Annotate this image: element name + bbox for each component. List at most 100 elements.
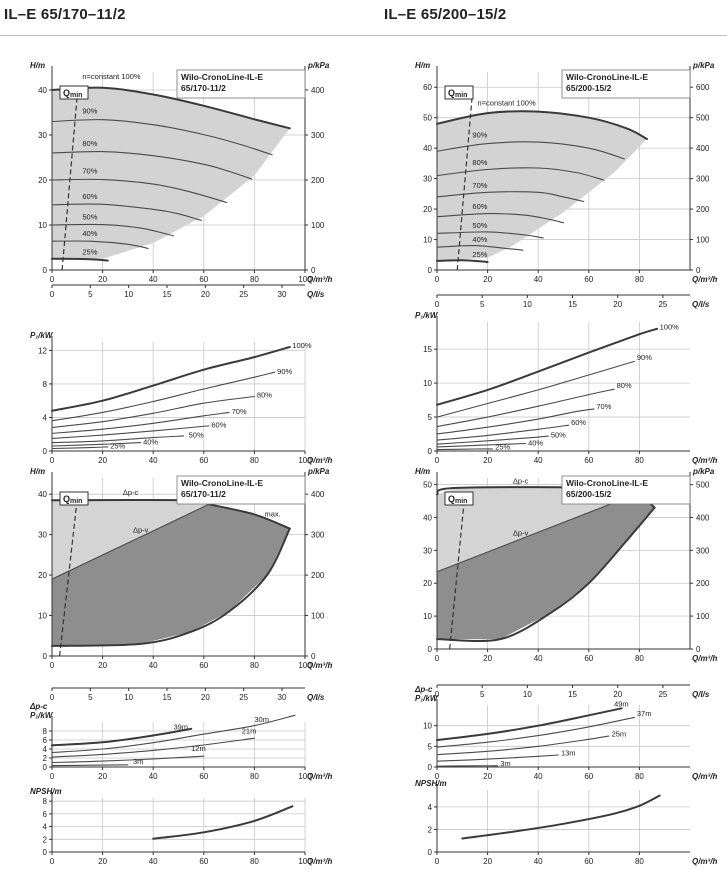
y-axis-label: P₁/kW: [30, 331, 54, 340]
x-axis-label: Q/m³/h: [307, 456, 332, 465]
y-right-tick-label: 300: [696, 175, 710, 184]
series-line-2: [51, 503, 210, 580]
x-tick-label: 40: [534, 772, 543, 781]
series-line-3: [51, 178, 228, 204]
y-axis-label: P₁/kW: [415, 694, 439, 703]
aux-x-tick-label: 5: [88, 693, 93, 702]
series-line-4: [51, 203, 202, 222]
product-box-line: Wilo-CronoLine-IL-E: [181, 478, 263, 488]
aux-x-axis-label: Q/l/s: [307, 290, 325, 299]
y-axis-label-right: p/kPa: [692, 61, 715, 70]
product-box-line: Wilo-CronoLine-IL-E: [181, 72, 263, 82]
y-axis-label: H/m: [415, 61, 430, 70]
series-line-0: [436, 707, 623, 742]
series-line-0: [461, 794, 661, 840]
x-tick-label: 60: [199, 661, 208, 670]
aux-x-tick-label: 20: [613, 690, 622, 699]
x-tick-label: 80: [635, 456, 644, 465]
x-tick-label: 40: [149, 456, 158, 465]
y-tick-label: 20: [423, 205, 432, 214]
qmin-line: [456, 93, 474, 271]
x-tick-label: 100: [298, 857, 312, 866]
y-right-tick-label: 200: [696, 579, 710, 588]
y-tick-label: 0: [43, 652, 48, 661]
page-title-left: IL–E 65/170–11/2: [4, 6, 126, 23]
x-axis-label: Q/m³/h: [307, 661, 332, 670]
series-label: 25m: [612, 729, 627, 738]
aux-x-tick-label: 0: [50, 693, 55, 702]
x-tick-label: 60: [199, 772, 208, 781]
aux-x-tick-label: 25: [239, 693, 248, 702]
y-tick-label: 5: [428, 742, 433, 751]
y-tick-label: 4: [43, 823, 48, 832]
series-line-1: [207, 503, 291, 530]
x-axis-label: Q/m³/h: [307, 275, 332, 284]
series-line-3: [51, 755, 205, 764]
x-tick-label: 100: [298, 772, 312, 781]
y-tick-label: 10: [38, 221, 47, 230]
series-label: Δp-c: [123, 488, 139, 497]
x-tick-label: 40: [534, 275, 543, 284]
dp-c-area: [437, 487, 640, 572]
x-tick-label: 20: [483, 772, 492, 781]
series-line-5: [436, 435, 549, 445]
y-tick-label: 40: [423, 144, 432, 153]
x-tick-label: 100: [298, 275, 312, 284]
y-tick-label: 10: [423, 612, 432, 621]
series-label: 100%: [660, 322, 680, 331]
series-label: Δp-c: [513, 477, 529, 486]
y-right-tick-label: 300: [311, 531, 325, 540]
series-line-1: [436, 716, 635, 748]
series-line-6: [436, 442, 527, 448]
series-label: 40%: [82, 229, 97, 238]
x-tick-label: 20: [483, 654, 492, 663]
product-box-line: 65/170-11/2: [181, 489, 226, 499]
series-label: n=constant 100%: [82, 72, 141, 81]
qmin-label-sub: min: [455, 92, 467, 99]
series-line-4: [436, 424, 570, 441]
aux-x-tick-label: 0: [435, 300, 440, 309]
series-line-2: [436, 388, 615, 428]
x-tick-label: 0: [50, 857, 55, 866]
x-tick-label: 40: [149, 772, 158, 781]
aux-x-tick-label: 0: [435, 690, 440, 699]
y-tick-label: 50: [423, 114, 432, 123]
series-label: Δp-v: [513, 529, 529, 538]
y-right-tick-label: 300: [696, 546, 710, 555]
qmin-label: Q: [63, 494, 70, 504]
x-tick-label: 80: [635, 654, 644, 663]
x-tick-label: 100: [298, 456, 312, 465]
x-tick-label: 0: [50, 772, 55, 781]
y-tick-label: 0: [43, 848, 48, 857]
aux-x-tick-label: 25: [239, 290, 248, 299]
y-right-tick-label: 500: [696, 114, 710, 123]
y-axis-label-right: p/kPa: [307, 467, 330, 476]
series-label: 60%: [571, 418, 586, 427]
aux-x-tick-label: 15: [163, 290, 172, 299]
qmin-label: Q: [63, 88, 70, 98]
x-tick-label: 20: [483, 857, 492, 866]
y-tick-label: 6: [43, 736, 48, 745]
x-axis-label: Q/m³/h: [307, 857, 332, 866]
x-tick-label: 80: [250, 772, 259, 781]
series-line-3: [51, 527, 291, 647]
aux-x-tick-label: 30: [278, 290, 287, 299]
qmin-line: [61, 94, 78, 271]
series-line-2: [436, 735, 610, 756]
y-tick-label: 5: [428, 413, 433, 422]
series-line-3: [436, 191, 585, 203]
series-label: 12m: [191, 744, 206, 753]
product-box: [561, 69, 691, 99]
x-tick-label: 0: [50, 275, 55, 284]
x-tick-label: 40: [534, 857, 543, 866]
aux-x-tick-label: 5: [480, 300, 485, 309]
series-label: 90%: [637, 353, 652, 362]
x-tick-label: 40: [149, 857, 158, 866]
y-axis-label-right: p/kPa: [692, 467, 715, 476]
x-tick-label: 80: [250, 661, 259, 670]
series-label: 50%: [189, 431, 204, 440]
y-tick-label: 6: [43, 810, 48, 819]
series-line-6: [51, 240, 149, 249]
